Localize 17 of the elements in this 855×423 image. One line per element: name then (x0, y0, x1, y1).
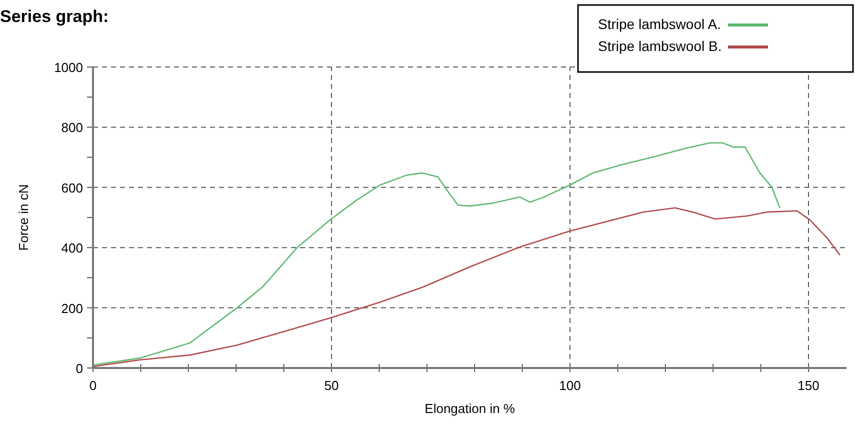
y-tick-label: 0 (76, 361, 83, 376)
x-tick-label: 150 (798, 378, 820, 393)
chart-title: Series graph: (0, 7, 109, 26)
y-tick-label: 800 (61, 120, 83, 136)
y-axis-title: Force in cN (16, 184, 31, 251)
x-tick-label: 0 (89, 378, 97, 393)
x-tick-label: 50 (324, 378, 339, 393)
y-tick-label: 400 (61, 240, 83, 256)
x-tick-label: 100 (559, 378, 581, 393)
y-tick-label: 1000 (54, 60, 83, 75)
x-axis-title: Elongation in % (424, 401, 516, 416)
y-tick-label: 200 (61, 300, 83, 316)
line-series (92, 142, 781, 366)
legend-label: Stripe lambswool A. (598, 16, 721, 32)
line-series (92, 207, 841, 368)
legend-label: Stripe lambswool B. (598, 38, 722, 54)
y-tick-label: 600 (61, 180, 83, 196)
